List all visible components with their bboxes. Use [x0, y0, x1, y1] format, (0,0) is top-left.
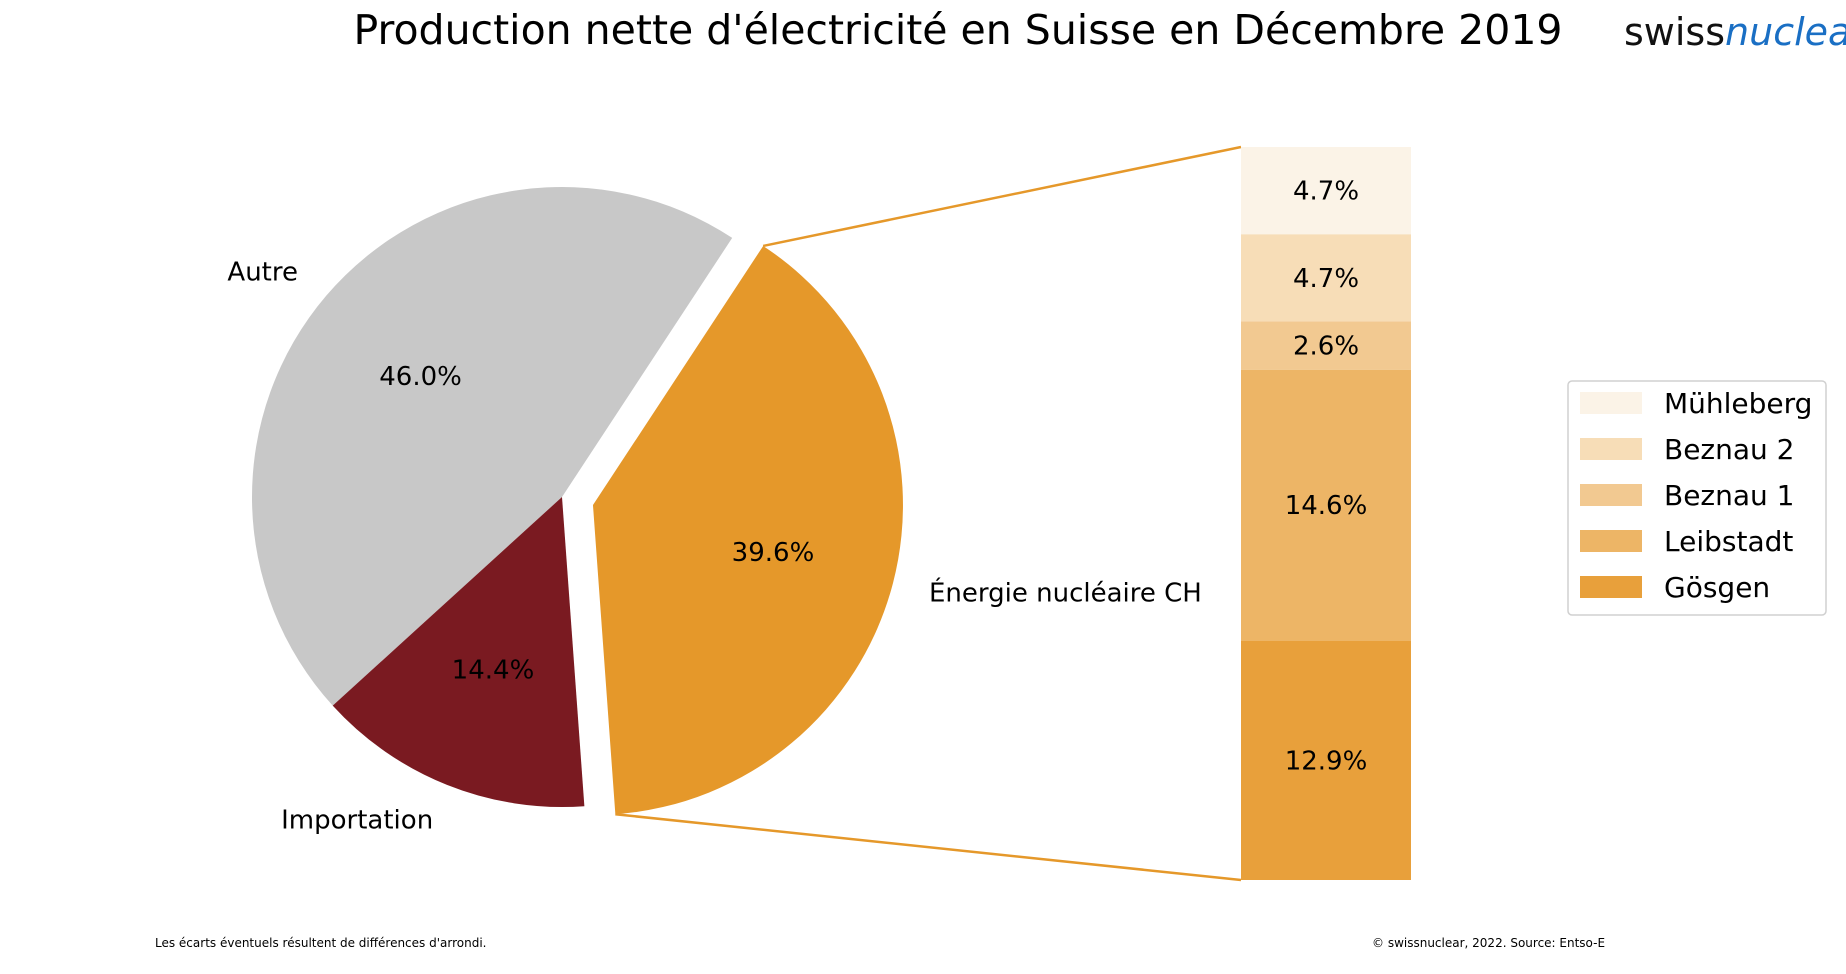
pie-value-label-energie-nucleaire-ch: 39.6%: [732, 538, 815, 568]
bar-segment-muhleberg: [1241, 147, 1411, 235]
stacked-bar-chart: 12.9% 14.6% 2.6% 4.7% 4.7%: [1241, 147, 1411, 880]
pie-value-label-importation: 14.4%: [452, 656, 535, 686]
bar-segment-beznau-2: [1241, 234, 1411, 322]
swissnuclear-logo: swissnuclear: [1624, 10, 1846, 54]
legend: Mühleberg Beznau 2 Beznau 1 Leibstadt Gösgen: [1567, 380, 1827, 616]
legend-swatch-muhleberg: [1580, 392, 1642, 414]
svg-text:swissnuclear: swissnuclear: [1624, 10, 1846, 54]
pie-slice-energie-nucleaire-ch: [592, 245, 903, 815]
bar-value-label-muhleberg: 4.7%: [1293, 177, 1359, 207]
bar-segment-gosgen: [1241, 640, 1411, 880]
logo-nuclear-text: nuclear: [1725, 10, 1846, 54]
bar-value-label-beznau-1: 2.6%: [1293, 332, 1359, 362]
legend-swatch-gosgen: [1580, 576, 1642, 598]
footnote-rounding: Les écarts éventuels résultent de différ…: [155, 936, 486, 950]
bar-value-label-beznau-2: 4.7%: [1293, 264, 1359, 294]
pie-slice-importation: [332, 497, 585, 807]
bar-segment-leibstadt: [1241, 369, 1411, 641]
logo-swiss-text: swiss: [1624, 10, 1725, 54]
legend-swatch-beznau-1: [1580, 484, 1642, 506]
bar-value-label-gosgen: 12.9%: [1285, 746, 1368, 776]
bar-segment-beznau-1: [1241, 321, 1411, 370]
footnote-source: © swissnuclear, 2022. Source: Entso-E: [1372, 936, 1605, 950]
connector-line-top: [762, 145, 1242, 248]
legend-label-beznau-1: Beznau 1: [1664, 479, 1795, 512]
legend-label-beznau-2: Beznau 2: [1664, 433, 1795, 466]
pie-chart: 39.6% Énergie nucléaire CH 46.0% Autre 14.4%…: [227, 187, 1202, 835]
pie-slice-autre: [252, 187, 733, 706]
pie-category-label-autre: Autre: [227, 258, 298, 288]
bar-value-label-leibstadt: 14.6%: [1285, 491, 1368, 521]
legend-swatch-leibstadt: [1580, 530, 1642, 552]
pie-category-label-energie-nucleaire-ch: Énergie nucléaire CH: [929, 576, 1202, 608]
pie-category-label-importation: Importation: [281, 805, 433, 835]
connector-line-bottom: [615, 813, 1242, 882]
legend-label-muhleberg: Mühleberg: [1664, 387, 1812, 420]
chart-title: Production nette d'électricité en Suisse…: [354, 6, 1563, 54]
legend-swatch-beznau-2: [1580, 438, 1642, 460]
legend-label-leibstadt: Leibstadt: [1664, 525, 1793, 558]
legend-label-gosgen: Gösgen: [1664, 571, 1770, 604]
pie-value-label-autre: 46.0%: [379, 362, 462, 392]
